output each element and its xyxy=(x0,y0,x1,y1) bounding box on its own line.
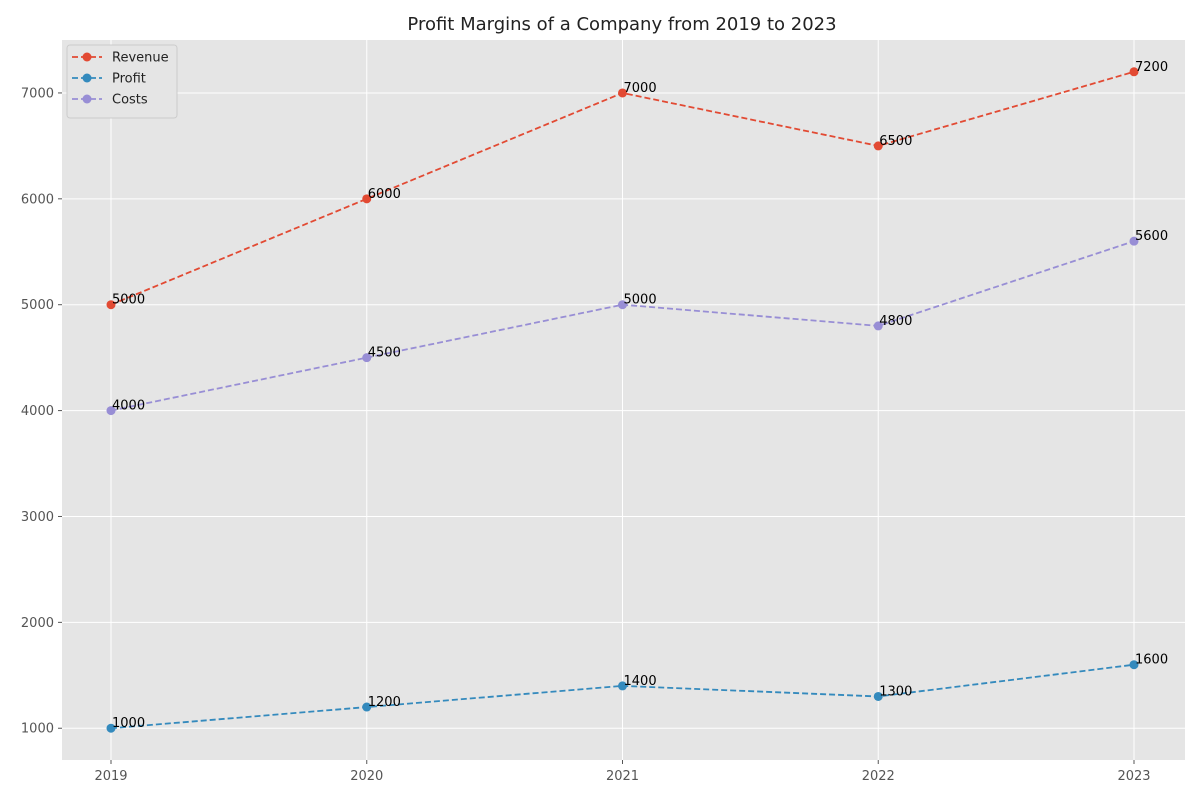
y-tick-label: 3000 xyxy=(21,510,54,525)
chart-title: Profit Margins of a Company from 2019 to… xyxy=(407,14,836,35)
revenue-point xyxy=(873,141,883,151)
profit-point xyxy=(362,702,372,712)
profit-point xyxy=(873,691,883,701)
x-tick-label: 2019 xyxy=(94,769,127,784)
series-layer: 5000 6000 7000 6500 7200 1000 1200 1400 1300 1600… xyxy=(106,60,1168,733)
profit-data-label: 1300 xyxy=(879,684,912,699)
revenue-data-label: 7000 xyxy=(624,81,657,96)
legend-label-costs: Costs xyxy=(112,93,148,108)
legend-label-profit: Profit xyxy=(112,72,146,87)
costs-point xyxy=(873,321,883,331)
costs-data-label: 4000 xyxy=(112,399,145,414)
y-tick-label: 5000 xyxy=(21,298,54,313)
costs-point xyxy=(362,353,372,363)
revenue-point xyxy=(362,194,372,204)
profit-data-label: 1400 xyxy=(624,674,657,689)
plot-area xyxy=(62,40,1185,760)
revenue-point xyxy=(106,300,116,310)
costs-data-label: 5600 xyxy=(1135,229,1168,244)
x-tick-label: 2023 xyxy=(1117,769,1150,784)
costs-point xyxy=(618,300,627,310)
costs-data-label: 5000 xyxy=(624,293,657,308)
costs-data-label: 4800 xyxy=(879,314,912,329)
y-tick-label: 2000 xyxy=(21,616,54,631)
y-tick-label: 4000 xyxy=(21,404,54,419)
legend-marker-costs xyxy=(82,94,92,104)
revenue-point xyxy=(1129,67,1139,77)
revenue-data-label: 6500 xyxy=(879,134,912,149)
x-tick-label: 2020 xyxy=(350,769,383,784)
y-tick-label: 1000 xyxy=(21,722,54,737)
costs-data-label: 4500 xyxy=(368,346,401,361)
x-tick-label: 2021 xyxy=(606,769,639,784)
y-tick-label: 7000 xyxy=(21,86,54,101)
revenue-point xyxy=(618,88,627,98)
profit-point xyxy=(618,681,627,691)
legend: Revenue Profit Costs xyxy=(66,44,178,119)
costs-point xyxy=(106,406,116,416)
profit-data-label: 1000 xyxy=(112,716,145,731)
profit-point xyxy=(106,723,116,733)
revenue-data-label: 7200 xyxy=(1135,60,1168,75)
profit-data-label: 1600 xyxy=(1135,653,1168,668)
profit-point xyxy=(1129,660,1139,670)
legend-label-revenue: Revenue xyxy=(112,51,169,66)
revenue-data-label: 6000 xyxy=(368,187,401,202)
x-tick-label: 2022 xyxy=(862,769,895,784)
costs-point xyxy=(1129,236,1139,246)
legend-marker-profit xyxy=(82,73,92,83)
legend-marker-revenue xyxy=(82,52,92,62)
y-tick-label: 6000 xyxy=(21,192,54,207)
revenue-data-label: 5000 xyxy=(112,293,145,308)
profit-data-label: 1200 xyxy=(368,695,401,710)
axis-tick-labels: 1000 2000 3000 4000 5000 6000 7000 2019 2020 2021… xyxy=(21,86,1151,784)
